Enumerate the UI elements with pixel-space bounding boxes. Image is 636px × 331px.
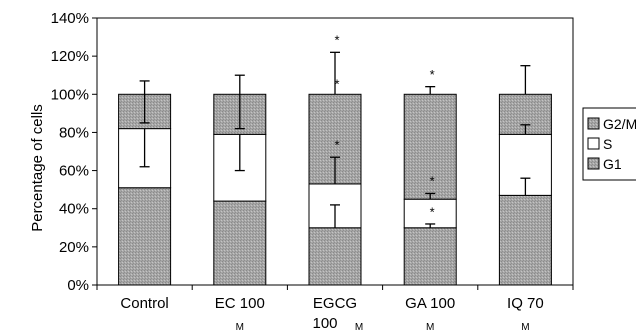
x-tick-label-line2: 100 [312,315,337,331]
significance-marker: * [334,33,339,48]
bar-segment-g1 [403,227,457,286]
significance-marker: * [430,174,435,189]
significance-marker: * [334,76,339,91]
x-tick-label: IQ 70 [507,295,544,312]
legend-label: G2/M [603,116,636,132]
significance-marker: * [334,138,339,153]
y-tick-label: 40% [59,201,89,218]
bar-segment-g1 [213,200,267,286]
y-tick-label: 120% [51,48,89,65]
axes: 0% 20% 40% 60% 80% 100% 120% 140% [51,10,574,294]
bar-segment-g1 [118,187,172,286]
bars [118,93,552,286]
x-tick-label: GA 100 [405,295,455,312]
legend-label: S [603,136,612,152]
significance-marker: * [430,204,435,219]
y-tick-label: 0% [67,277,89,294]
bar-segment-g1 [308,227,362,286]
y-tick-label: 60% [59,163,89,180]
x-tick-unit: M [426,322,434,331]
y-tick-label: 100% [51,86,89,103]
error-bars-and-markers: * * * * * * [139,33,531,228]
y-tick-label: 20% [59,239,89,256]
bar-segment-g1 [498,194,552,286]
x-tick-unit: M [521,322,529,331]
y-tick-label: 140% [51,10,89,27]
legend-label: G1 [603,156,622,172]
x-tick-unit: M [355,322,363,331]
bar-segment-g2-m [403,93,457,200]
x-tick-labels: Control EC 100 M EGCG 100 M GA 100 M IQ 70 M [120,295,543,331]
legend: G2/M S G1 [582,107,636,181]
legend-swatch [587,137,600,150]
x-tick-label: EGCG [313,295,357,312]
legend-swatch [587,157,600,170]
x-tick-label: Control [120,295,168,312]
x-tick-unit: M [236,322,244,331]
y-axis-label: Percentage of cells [29,104,46,232]
y-tick-label: 80% [59,124,89,141]
bar-segment-s [403,198,457,229]
legend-swatch [587,117,600,130]
x-tick-label: EC 100 [215,295,265,312]
significance-marker: * [430,67,435,82]
